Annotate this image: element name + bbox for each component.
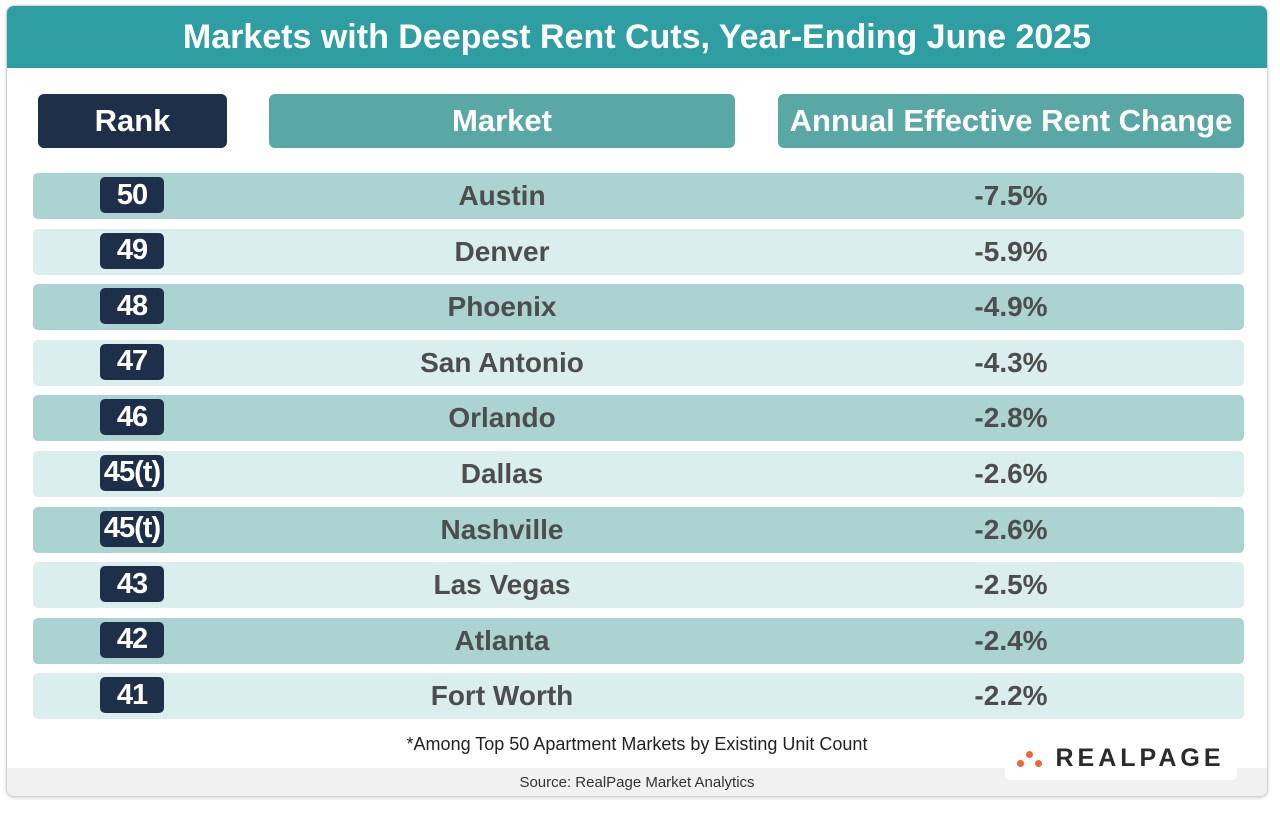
rent-change-value: -2.4%: [974, 624, 1048, 656]
rent-change-value: -2.5%: [974, 569, 1048, 601]
market-name: Las Vegas: [433, 569, 571, 601]
rank-badge: 50: [100, 177, 164, 213]
rank-badge: 45(t): [100, 454, 164, 491]
table-row: 46 Orlando -2.8%: [33, 395, 1244, 442]
realpage-dots-icon: [1017, 748, 1047, 768]
rank-badge: 42: [100, 621, 164, 658]
rent-change-value: -7.5%: [974, 180, 1048, 211]
table-row: 41 Fort Worth -2.2%: [33, 673, 1244, 720]
market-column-header: Market: [269, 94, 735, 148]
rank-column-header: Rank: [38, 94, 227, 148]
change-column-header: Annual Effective Rent Change: [778, 94, 1244, 148]
rent-change-value: -5.9%: [974, 235, 1048, 267]
rent-change-value: -4.9%: [974, 291, 1048, 323]
table-body: 50 Austin -7.5% 49 Denver -5.9% 48 Phoenix -4.9%…: [33, 173, 1244, 729]
rank-badge: 43: [100, 566, 164, 603]
table-row: 50 Austin -7.5%: [33, 173, 1244, 219]
rank-badge: 46: [100, 399, 164, 436]
rent-change-value: -4.3%: [974, 346, 1048, 378]
rank-badge: 47: [100, 343, 164, 380]
chart-title: Markets with Deepest Rent Cuts, Year-End…: [7, 6, 1267, 68]
market-name: Dallas: [460, 457, 544, 489]
market-name: Austin: [458, 180, 546, 211]
rent-change-value: -2.2%: [974, 680, 1048, 712]
rank-badge: 49: [100, 232, 164, 269]
footnote: *Among Top 50 Apartment Markets by Exist…: [406, 734, 868, 754]
table-row: 49 Denver -5.9%: [33, 228, 1244, 275]
table-row: 45(t) Dallas -2.6%: [33, 450, 1244, 497]
rent-change-value: -2.8%: [974, 402, 1048, 434]
table-row: 42 Atlanta -2.4%: [33, 617, 1244, 664]
rent-change-value: -2.6%: [974, 513, 1048, 545]
table-row: 48 Phoenix -4.9%: [33, 284, 1244, 331]
rank-badge: 41: [100, 677, 164, 714]
chart-card: Markets with Deepest Rent Cuts, Year-End…: [6, 5, 1268, 797]
realpage-logo: REALPAGE: [1005, 736, 1237, 780]
market-name: Denver: [454, 235, 550, 267]
rent-change-value: -2.6%: [974, 457, 1048, 489]
market-name: Atlanta: [454, 624, 550, 656]
table-row: 43 Las Vegas -2.5%: [33, 562, 1244, 609]
table-row: 45(t) Nashville -2.6%: [33, 506, 1244, 553]
market-name: Nashville: [440, 513, 564, 545]
market-name: Orlando: [448, 402, 556, 434]
rank-badge: 48: [100, 288, 164, 325]
logo-text: REALPAGE: [1055, 743, 1225, 772]
market-name: Fort Worth: [430, 680, 574, 712]
table-row: 47 San Antonio -4.3%: [33, 339, 1244, 386]
market-name: Phoenix: [447, 291, 557, 323]
rank-badge: 45(t): [100, 510, 164, 547]
market-name: San Antonio: [420, 346, 584, 378]
